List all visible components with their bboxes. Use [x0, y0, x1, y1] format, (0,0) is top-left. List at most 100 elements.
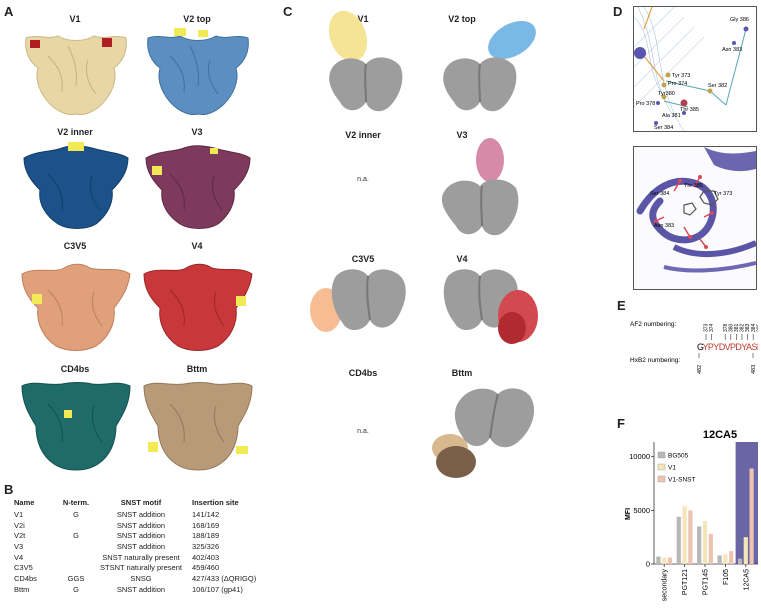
table-header-row: Name N-term. SNST motif Insertion site — [14, 498, 262, 509]
em-map-v4 — [443, 269, 538, 344]
sequence-g: G — [697, 342, 704, 352]
bar-chart-12ca5: 12CA5 MFI 0 5000 10000 secondary PGT121 PGT1… — [625, 429, 758, 601]
table-row: Bttm G SNST addition 106/107 (gp41) — [14, 584, 262, 595]
table-row: V2t G SNST addition 188/189 — [14, 530, 262, 541]
cell-site: 459/460 — [192, 563, 220, 573]
protein-surface-v1 — [25, 35, 127, 115]
cell-name: V1 — [14, 509, 24, 519]
contact-label-gly386: Gly 386 — [730, 17, 749, 23]
cell-site: 427/433 (ΔQRIGQ) — [192, 573, 257, 583]
protein-surface-cd4bs — [21, 382, 131, 471]
protein-surface-v4 — [143, 263, 253, 351]
legend-swatch — [657, 475, 666, 483]
af2-number: 381 — [734, 323, 740, 332]
chart-ylabel: MFI — [625, 508, 632, 520]
panel-a-letter: A — [4, 4, 14, 19]
ribbon-structure: Thr 385 Ser 384 Tyr 373 Asn 383 — [634, 147, 756, 289]
panel-c-label-v4: V4 — [456, 254, 468, 264]
fab-blob-v2-top — [488, 21, 536, 59]
panel-c-label-v2-top: V2 top — [448, 14, 476, 24]
y-tick-label: 5000 — [633, 506, 650, 515]
hxb2-numbering-label: HxB2 numbering: — [630, 357, 680, 364]
protein-surface-bttm — [143, 382, 253, 471]
fab-blob-bttm — [436, 446, 476, 478]
x-tick-label-pgt145: PGT145 — [703, 569, 710, 595]
em-map-bttm — [432, 388, 535, 478]
cell-snst: SNSG — [130, 573, 152, 583]
panel-c-label-bttm: Bttm — [451, 368, 473, 378]
panel-c-label-cd4bs: CD4bs — [348, 368, 378, 378]
hxb2-right-number: 483 — [751, 365, 757, 374]
contact-label-pro378: Pro 378 — [636, 101, 655, 107]
bar-v1-snst-pgt145 — [708, 533, 713, 564]
ribbon-label-asn383: Asn 383 — [654, 223, 674, 229]
hxb2-left-number: 482 — [697, 365, 703, 374]
bar-v1-pgt121 — [682, 506, 687, 564]
bar-v1-secondary — [662, 557, 667, 564]
em-map-v1 — [328, 10, 403, 112]
contact-label-tyr373: Tyr 373 — [672, 73, 690, 79]
af2-number: 384 — [751, 323, 757, 332]
cell-name: V2i — [14, 520, 25, 530]
protein-surface-v2-top — [147, 28, 249, 115]
legend-swatch — [657, 451, 666, 459]
table-header-name: Name — [14, 498, 35, 507]
protein-surface-v3 — [145, 145, 251, 229]
panel-c-letter: C — [283, 4, 293, 19]
table-row: V2i SNST addition 168/169 — [14, 520, 262, 531]
table-header-site: Insertion site — [192, 498, 239, 507]
af2-number: 385 — [756, 323, 758, 332]
cell-snst: SNST addition — [116, 531, 166, 541]
bar-bg505-pgt145 — [697, 526, 702, 564]
panel-a-label-c3v5: C3V5 — [63, 241, 87, 251]
table-row: CD4bs GGS SNSG 427/433 (ΔQRIGQ) — [14, 573, 262, 584]
panel-c-label-v1: V1 — [357, 14, 369, 24]
cell-snst: STSNT naturally present — [100, 563, 182, 573]
bar-v1-snst-12ca5 — [749, 468, 754, 564]
contact-label-pro374: Pro 374 — [668, 81, 687, 87]
protein-surface-c3v5 — [21, 263, 131, 351]
bar-bg505-secondary — [656, 556, 661, 564]
y-tick-label: 0 — [646, 560, 650, 569]
cell-snst: SNST addition — [116, 509, 166, 519]
bar-bg505-12ca5 — [737, 558, 743, 564]
cell-snst: SNST addition — [116, 520, 166, 530]
panel-c-label-c3v5: C3V5 — [351, 254, 375, 264]
bar-v1-pgt145 — [702, 521, 708, 564]
cell-nterm: GGS — [67, 573, 85, 583]
bar-bg505-pgt121 — [676, 516, 681, 564]
y-tick-label: 10000 — [629, 452, 650, 461]
bar-v1-snst-pgt121 — [688, 510, 693, 564]
cell-nterm — [56, 520, 96, 531]
table-row: V3 SNST addition 325/326 — [14, 541, 262, 552]
bar-v1-12ca5 — [743, 537, 748, 564]
legend-label: V1-SNST — [668, 477, 695, 484]
ribbon-structure-box: Thr 385 Ser 384 Tyr 373 Asn 383 — [633, 146, 757, 290]
af2-number: 378 — [723, 323, 729, 332]
af2-numbering-label: AF2 numbering: — [630, 321, 676, 328]
bar-bg505-f105 — [717, 555, 722, 564]
contact-label-ser382: Ser 382 — [708, 83, 727, 89]
fab-blob-v1 — [328, 10, 368, 62]
cell-nterm: G — [73, 584, 79, 594]
chart-title: 12CA5 — [703, 429, 737, 441]
contact-map-diagram: Gly 386 Asn 383 Tyr 373 Pro 374 Ser 382 … — [634, 7, 749, 131]
panel-e-letter: E — [617, 298, 626, 313]
table-header-nterm: N-term. — [62, 498, 90, 507]
panel-c-na-cd4bs: n.a. — [357, 428, 369, 435]
bar-v1-snst-f105 — [729, 551, 734, 564]
x-tick-label-12ca5: 12CA5 — [743, 569, 750, 591]
cell-name: V3 — [14, 541, 24, 551]
insertion-table: Name N-term. SNST motif Insertion site V… — [14, 498, 262, 595]
panel-c-label-v2-inner: V2 inner — [345, 130, 381, 140]
af2-number: 380 — [728, 323, 734, 332]
table-row: V4 SNST naturally present 402/403 — [14, 552, 262, 563]
cell-snst: SNST naturally present — [102, 552, 180, 562]
cell-name: V2t — [14, 531, 26, 541]
legend-swatch — [657, 463, 666, 471]
panel-c-label-v3: V3 — [456, 130, 468, 140]
contact-map-box: Gly 386 Asn 383 Tyr 373 Pro 374 Ser 382 … — [633, 6, 757, 132]
fab-blob-v3 — [476, 138, 504, 182]
cell-nterm — [56, 562, 96, 573]
af2-number: 374 — [709, 323, 715, 332]
